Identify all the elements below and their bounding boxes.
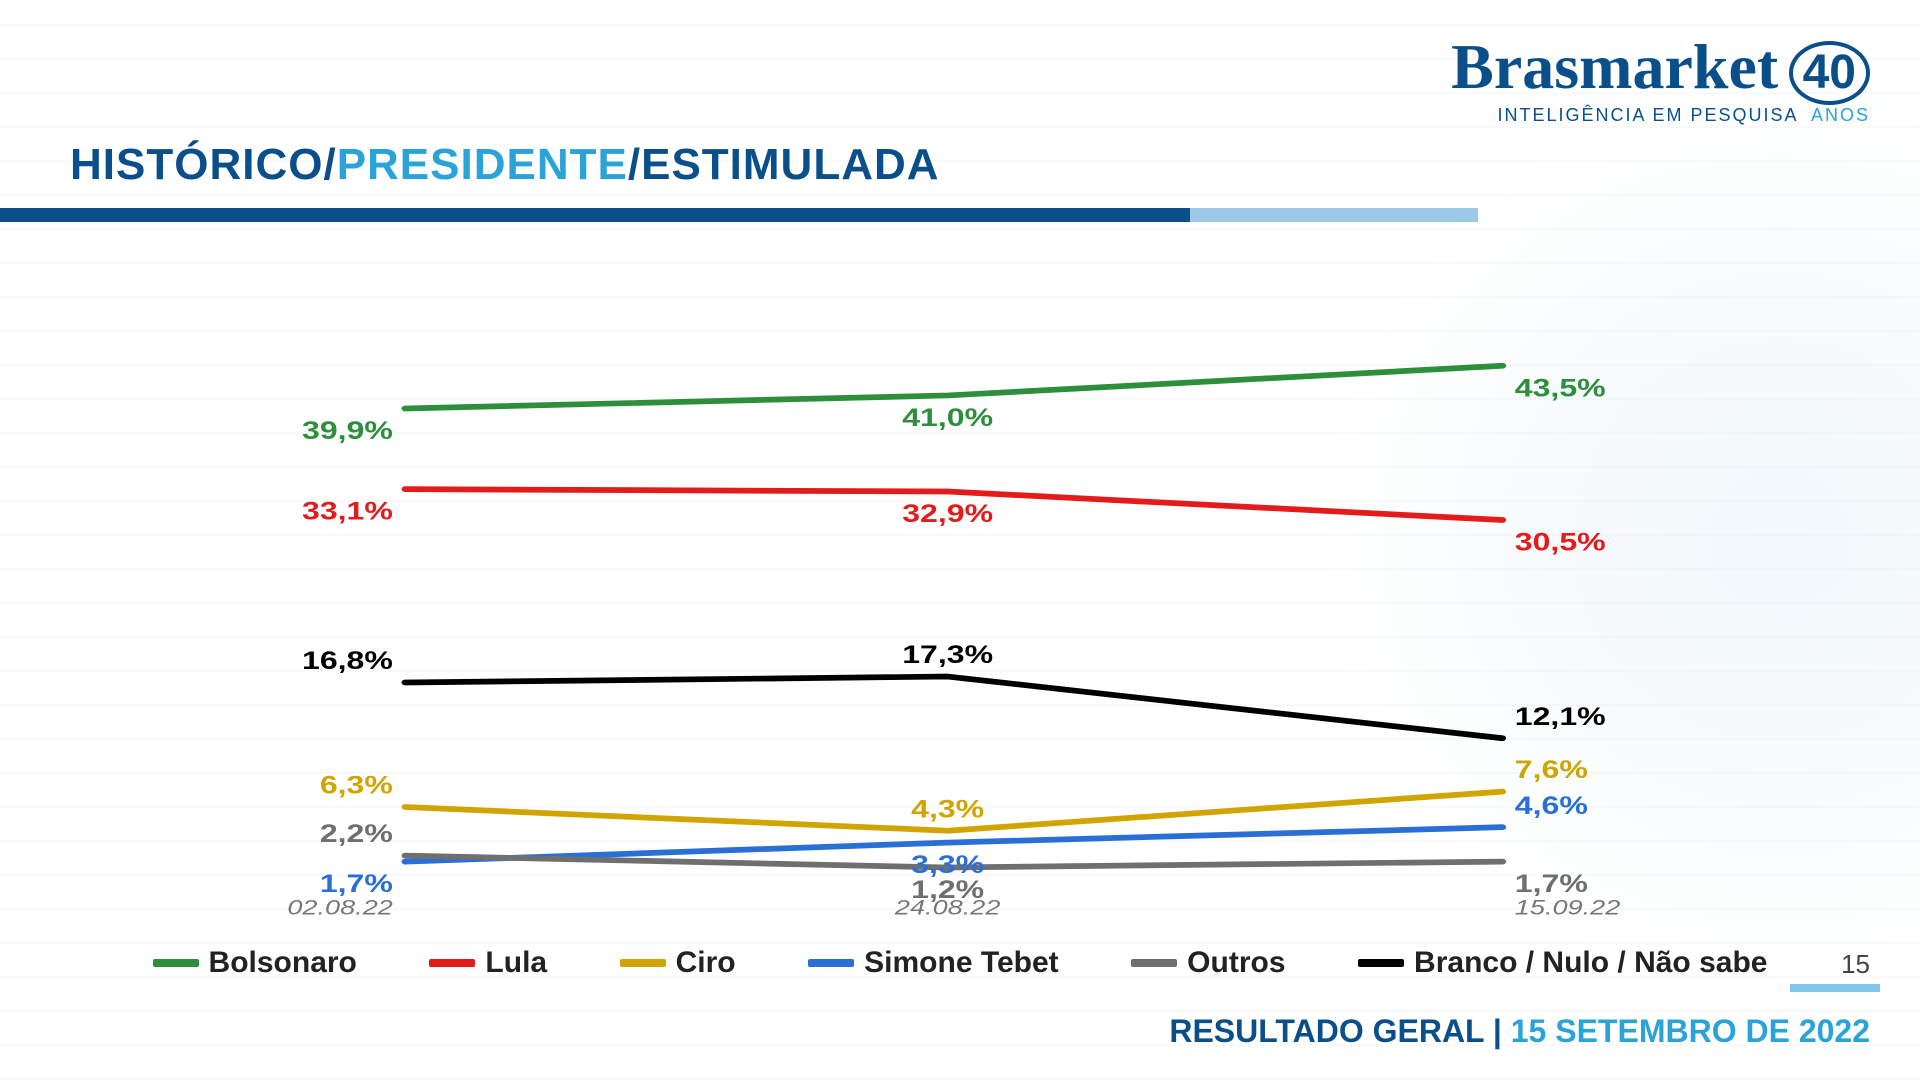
legend-item: Lula <box>429 946 547 980</box>
legend-item: Bolsonaro <box>153 946 357 980</box>
data-label: 43,5% <box>1515 375 1606 403</box>
data-label: 41,0% <box>902 404 993 432</box>
brand-anos: ANOS <box>1811 105 1870 126</box>
legend-swatch <box>1358 959 1404 967</box>
legend-item: Simone Tebet <box>808 946 1058 980</box>
brand-tagline: INTELIGÊNCIA EM PESQUISA <box>1497 105 1798 125</box>
data-label: 32,9% <box>902 500 993 528</box>
legend-swatch <box>153 959 199 967</box>
date-label: 15.09.22 <box>1515 896 1621 919</box>
legend-label: Branco / Nulo / Não sabe <box>1414 946 1767 980</box>
footer-date: 15 SETEMBRO DE 2022 <box>1511 1013 1870 1049</box>
legend-item: Outros <box>1131 946 1285 980</box>
legend-label: Ciro <box>676 946 736 980</box>
legend-item: Ciro <box>620 946 736 980</box>
data-label: 6,3% <box>320 772 393 800</box>
chart-legend: Bolsonaro Lula Ciro Simone Tebet Outros Branc… <box>0 946 1920 980</box>
header-bar-dark <box>0 208 1190 222</box>
data-label: 39,9% <box>302 417 393 445</box>
title-part-1: HISTÓRICO <box>70 140 323 189</box>
footer-label: RESULTADO GERAL <box>1169 1013 1484 1049</box>
legend-label: Outros <box>1187 946 1285 980</box>
data-label: 3,3% <box>911 852 984 880</box>
title-sep-2: / <box>628 140 641 189</box>
data-label: 1,7% <box>1515 871 1588 899</box>
page-title: HISTÓRICO/PRESIDENTE/ESTIMULADA <box>70 140 940 190</box>
data-label: 17,3% <box>902 641 993 669</box>
brand-badge: 40 <box>1789 41 1870 105</box>
brand-name: Brasmarket <box>1451 30 1778 104</box>
legend-swatch <box>808 959 854 967</box>
date-label: 24.08.22 <box>894 896 1001 919</box>
data-label: 7,6% <box>1515 757 1588 785</box>
legend-item: Branco / Nulo / Não sabe <box>1358 946 1767 980</box>
date-label: 02.08.22 <box>287 896 393 919</box>
data-label: 4,3% <box>911 796 984 824</box>
legend-label: Simone Tebet <box>864 946 1058 980</box>
title-sep-1: / <box>323 140 336 189</box>
footer-sep: | <box>1484 1013 1511 1049</box>
legend-swatch <box>1131 959 1177 967</box>
data-label: 4,6% <box>1515 792 1588 820</box>
data-label: 1,7% <box>320 871 393 899</box>
title-part-3: ESTIMULADA <box>641 140 939 189</box>
header-bar <box>0 208 1920 232</box>
series-line <box>405 677 1502 739</box>
data-label: 2,2% <box>320 821 393 849</box>
footer-text: RESULTADO GERAL | 15 SETEMBRO DE 2022 <box>1169 1013 1870 1050</box>
series-line <box>405 366 1502 409</box>
legend-swatch <box>429 959 475 967</box>
data-label: 12,1% <box>1515 703 1606 731</box>
title-part-2: PRESIDENTE <box>337 140 628 189</box>
page-number-bar <box>1790 984 1880 992</box>
brand-logo: Brasmarket 40 INTELIGÊNCIA EM PESQUISA A… <box>1451 30 1870 126</box>
data-label: 33,1% <box>302 498 393 526</box>
page-number: 15 <box>1841 949 1870 980</box>
legend-label: Bolsonaro <box>209 946 357 980</box>
data-label: 30,5% <box>1515 529 1606 557</box>
header-bar-light <box>1190 208 1478 222</box>
legend-label: Lula <box>485 946 547 980</box>
line-chart: 39,9% 41,0% 43,5% 33,1% 32,9% 30,5% 16,8% 17,3%… <box>60 260 1860 920</box>
legend-swatch <box>620 959 666 967</box>
chart-area: 39,9% 41,0% 43,5% 33,1% 32,9% 30,5% 16,8% 17,3%… <box>60 260 1860 920</box>
data-label: 16,8% <box>302 647 393 675</box>
